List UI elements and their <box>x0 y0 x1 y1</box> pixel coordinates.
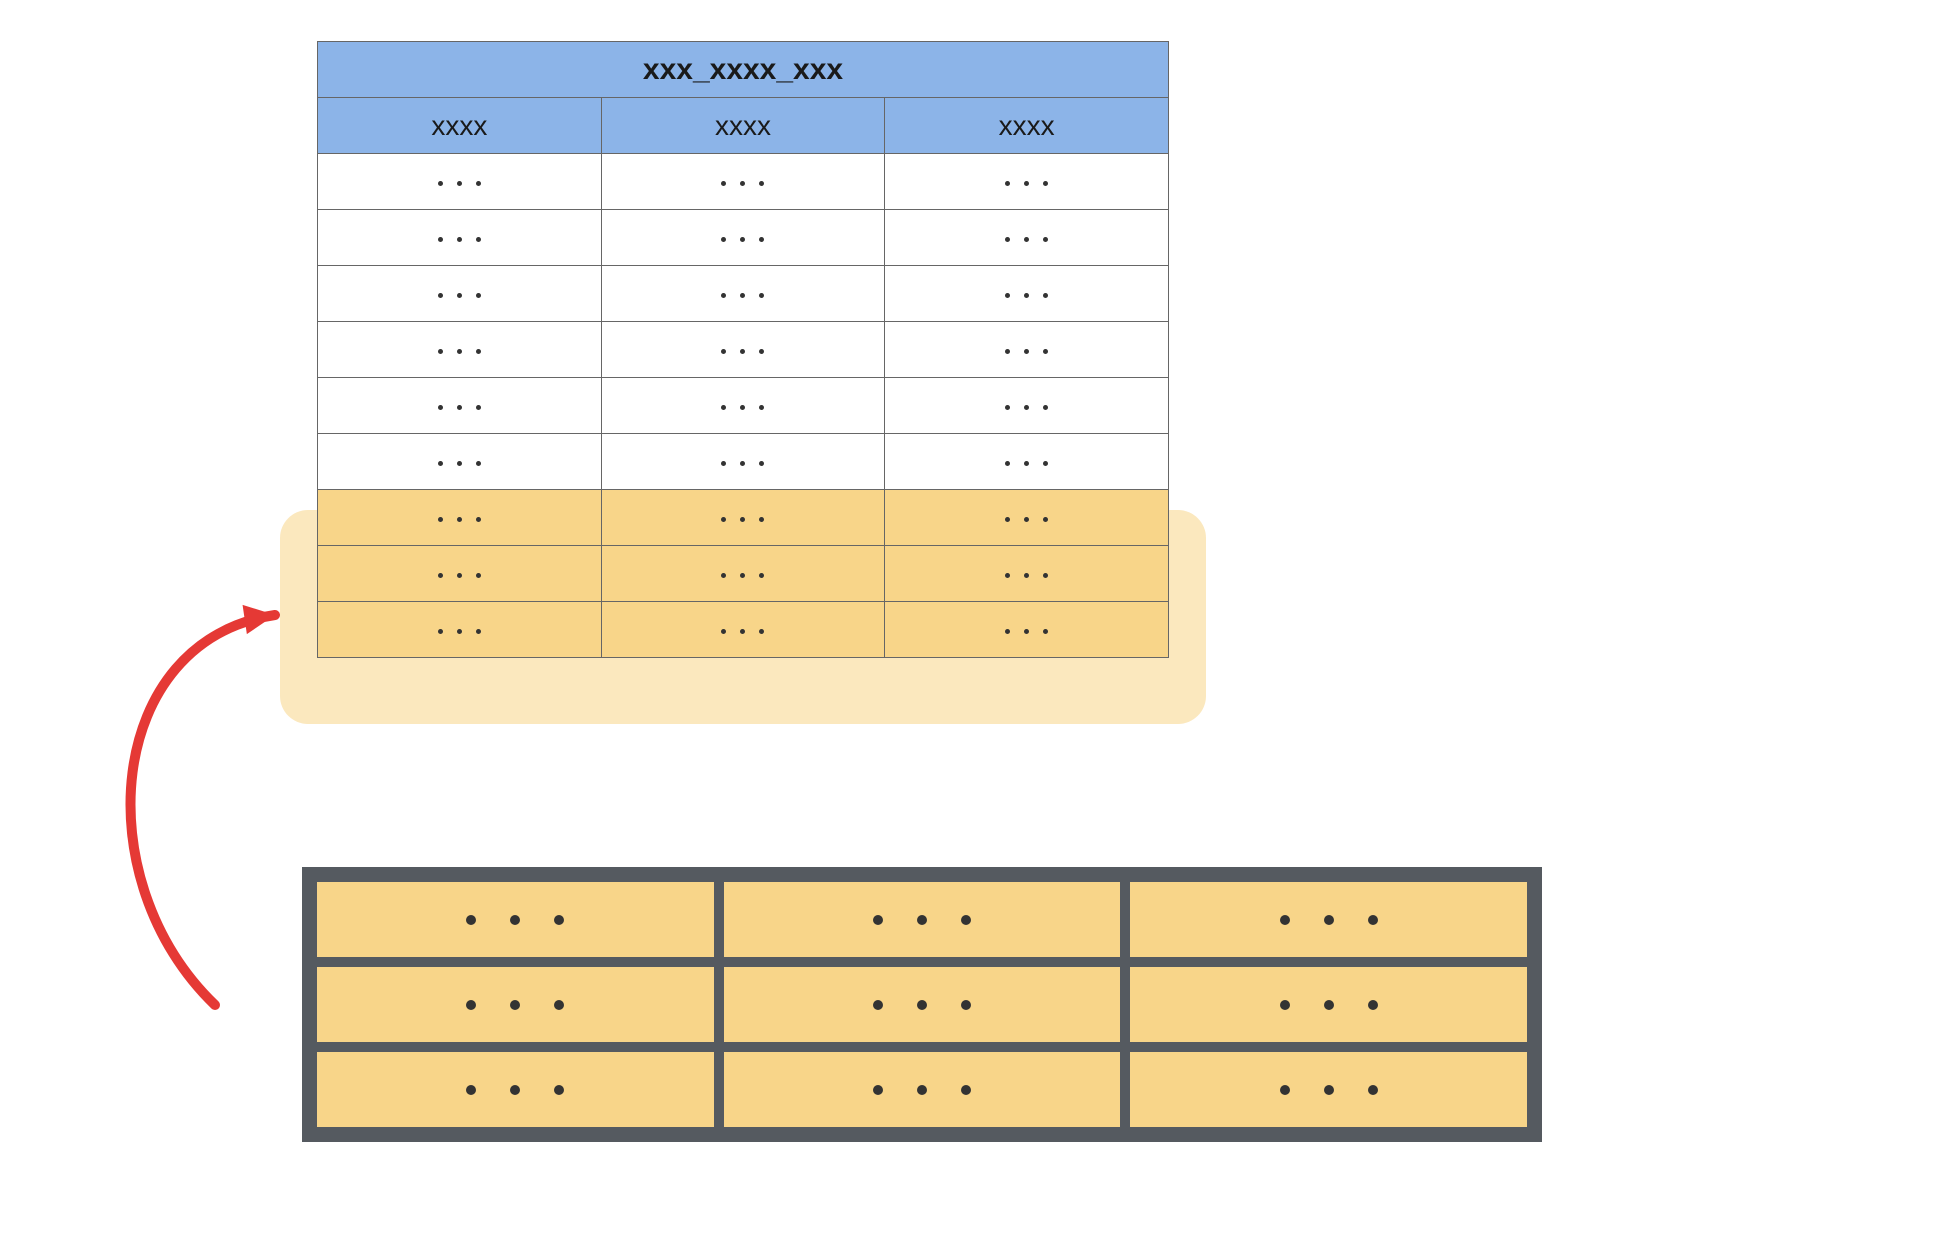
table-cell <box>601 490 885 546</box>
grid-cell <box>1125 962 1532 1047</box>
ellipsis-dots <box>873 1000 971 1010</box>
ellipsis-dots <box>1005 405 1048 410</box>
grid-cell <box>1125 877 1532 962</box>
table-cell <box>601 266 885 322</box>
table-cell <box>885 322 1169 378</box>
table-cell <box>601 154 885 210</box>
table-cell <box>318 210 602 266</box>
ellipsis-dots <box>721 629 764 634</box>
ellipsis-dots <box>466 1000 564 1010</box>
table-title: xxx_xxxx_xxx <box>318 42 1169 98</box>
grid-cell <box>1125 1047 1532 1132</box>
table-cell <box>601 546 885 602</box>
ellipsis-dots <box>1005 629 1048 634</box>
ellipsis-dots <box>721 293 764 298</box>
grid-cell <box>312 1047 719 1132</box>
top-table: xxx_xxxx_xxxxxxxxxxxxxxx <box>317 41 1169 658</box>
ellipsis-dots <box>721 517 764 522</box>
table-cell <box>318 546 602 602</box>
ellipsis-dots <box>438 405 481 410</box>
table-cell <box>601 378 885 434</box>
ellipsis-dots <box>1280 1085 1378 1095</box>
ellipsis-dots <box>438 237 481 242</box>
grid-cell <box>719 962 1126 1047</box>
table-cell <box>318 378 602 434</box>
table-cell <box>318 266 602 322</box>
ellipsis-dots <box>438 293 481 298</box>
grid-cell <box>719 877 1126 962</box>
column-header: xxxx <box>601 98 885 154</box>
ellipsis-dots <box>1280 915 1378 925</box>
diagram-canvas: xxx_xxxx_xxxxxxxxxxxxxxx <box>0 0 1944 1249</box>
ellipsis-dots <box>438 181 481 186</box>
table-cell <box>318 490 602 546</box>
table-cell <box>885 154 1169 210</box>
table-cell <box>885 210 1169 266</box>
grid-cell <box>719 1047 1126 1132</box>
ellipsis-dots <box>438 461 481 466</box>
ellipsis-dots <box>721 181 764 186</box>
ellipsis-dots <box>466 1085 564 1095</box>
ellipsis-dots <box>721 461 764 466</box>
ellipsis-dots <box>721 405 764 410</box>
table-cell <box>885 546 1169 602</box>
ellipsis-dots <box>721 349 764 354</box>
table-cell <box>885 378 1169 434</box>
top-table-body: xxx_xxxx_xxxxxxxxxxxxxxx <box>318 42 1169 658</box>
table-cell <box>885 490 1169 546</box>
bottom-grid <box>302 867 1542 1142</box>
table-cell <box>601 210 885 266</box>
ellipsis-dots <box>1005 181 1048 186</box>
table-cell <box>318 154 602 210</box>
table-cell <box>318 322 602 378</box>
table-cell <box>885 266 1169 322</box>
table-cell <box>885 602 1169 658</box>
ellipsis-dots <box>721 573 764 578</box>
table-cell <box>601 322 885 378</box>
ellipsis-dots <box>873 1085 971 1095</box>
ellipsis-dots <box>1005 293 1048 298</box>
ellipsis-dots <box>873 915 971 925</box>
ellipsis-dots <box>438 349 481 354</box>
grid-cell <box>312 877 719 962</box>
table-cell <box>318 434 602 490</box>
table-cell <box>601 434 885 490</box>
table-cell <box>885 434 1169 490</box>
ellipsis-dots <box>1280 1000 1378 1010</box>
ellipsis-dots <box>438 517 481 522</box>
column-header: xxxx <box>318 98 602 154</box>
ellipsis-dots <box>1005 573 1048 578</box>
ellipsis-dots <box>1005 349 1048 354</box>
ellipsis-dots <box>1005 461 1048 466</box>
column-header: xxxx <box>885 98 1169 154</box>
table-cell <box>601 602 885 658</box>
ellipsis-dots <box>1005 237 1048 242</box>
ellipsis-dots <box>721 237 764 242</box>
ellipsis-dots <box>1005 517 1048 522</box>
table-cell <box>318 602 602 658</box>
grid-cell <box>312 962 719 1047</box>
ellipsis-dots <box>438 573 481 578</box>
ellipsis-dots <box>466 915 564 925</box>
ellipsis-dots <box>438 629 481 634</box>
